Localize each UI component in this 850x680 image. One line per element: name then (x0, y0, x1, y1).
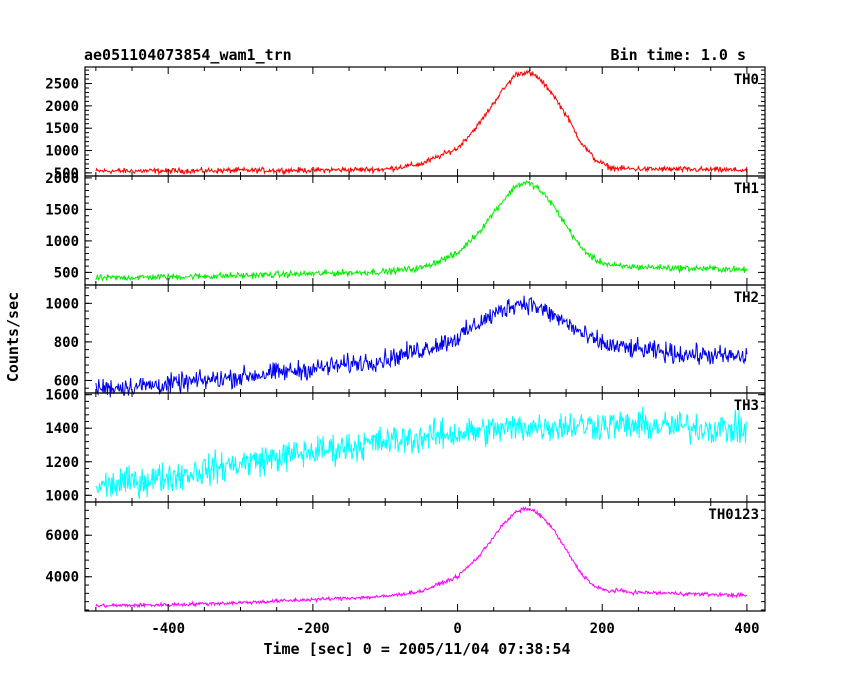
x-axis-label: Time [sec] 0 = 2005/11/04 07:38:54 (263, 640, 570, 658)
y-tick-label: 1000 (45, 488, 79, 504)
panels-group: TH0 500 1000 1500 2000 2500 TH1 500 1000 1500 2000… (45, 66, 766, 612)
x-tick-label: 400 (734, 621, 759, 637)
y-tick-label: 2500 (45, 77, 79, 93)
panel-th1: TH1 500 1000 1500 2000 (45, 171, 766, 286)
series-th0123-line (95, 505, 748, 609)
x-tick-label: -400 (151, 621, 185, 637)
y-tick-label: 1400 (45, 421, 79, 437)
y-tick-label: 6000 (45, 528, 79, 544)
y-tick-label: 500 (54, 265, 79, 281)
y-tick-label: 600 (54, 373, 79, 389)
x-tick-label: 200 (590, 621, 615, 637)
panel-label: TH0 (734, 72, 759, 88)
panel-frame (84, 66, 766, 177)
panel-th3: TH3 1000 1200 1400 1600 (45, 388, 766, 504)
panel-th0: TH0 500 1000 1500 2000 2500 (45, 66, 766, 182)
y-tick-label: 1500 (45, 121, 79, 137)
panel-label: TH0123 (708, 507, 759, 523)
panel-label: TH2 (734, 290, 759, 306)
x-tick-label: 0 (453, 621, 461, 637)
panel-th0123: TH0123 4000 6000 (45, 501, 766, 612)
bin-time-label: Bin time: 1.0 s (611, 46, 746, 64)
series-th1-line (95, 179, 748, 282)
y-tick-label: 800 (54, 335, 79, 351)
series-th3-line (95, 406, 747, 500)
x-tick-label: -200 (296, 621, 330, 637)
series-th2-line (95, 295, 748, 398)
y-tick-label: 1000 (45, 296, 79, 312)
y-axis-label: Counts/sec (4, 292, 22, 382)
y-tick-label: 1500 (45, 202, 79, 218)
y-tick-label: 2000 (45, 171, 79, 187)
panel-label: TH1 (734, 181, 759, 197)
x-axis: -400 -200 0 200 400 (151, 621, 759, 637)
panel-th2: TH2 600 800 1000 (45, 284, 766, 398)
y-tick-label: 1000 (45, 234, 79, 250)
y-tick-label: 4000 (45, 570, 79, 586)
panel-label: TH3 (734, 398, 759, 414)
y-tick-label: 1200 (45, 455, 79, 471)
y-tick-label: 1000 (45, 144, 79, 160)
y-tick-label: 500 (54, 166, 79, 182)
panel-frame (84, 392, 766, 503)
chart-title: ae051104073854_wam1_trn (84, 46, 292, 64)
series-th0-line (95, 69, 748, 176)
y-tick-label: 1600 (45, 388, 79, 404)
y-tick-label: 2000 (45, 99, 79, 115)
panel-frame (84, 501, 766, 612)
